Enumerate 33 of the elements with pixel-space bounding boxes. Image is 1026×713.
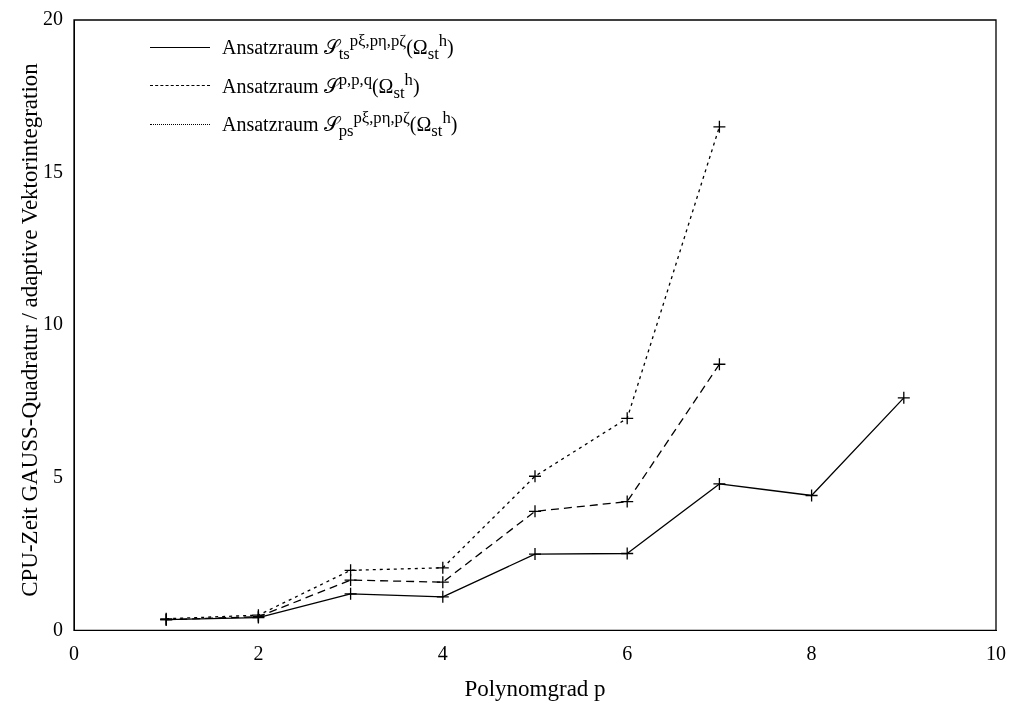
point (528, 504, 542, 519)
x-tick-label: 10 (986, 641, 1006, 664)
y-tick-label: 20 (43, 7, 63, 30)
point (343, 587, 358, 601)
y-tick-label: 15 (43, 159, 63, 182)
x-tick-label: 8 (806, 641, 817, 664)
point (343, 563, 358, 577)
x-axis-title: Polynomgrad p (464, 676, 606, 702)
point (712, 477, 727, 491)
y-tick-label: 5 (53, 465, 63, 488)
legend-label: Ansatzraum 𝒮$_{ps}$$^{pξ,pη,pζ}$(Ω$_{st}$$^{h}$) (222, 107, 458, 142)
point (343, 573, 358, 587)
point (436, 590, 450, 604)
legend-label: Ansatzraum 𝒮$^{p,p,q}$(Ω$_{st}$$^{h}$) (222, 68, 420, 104)
y-tick-label: 0 (53, 617, 63, 640)
y-axis-title: CPU-Zeit GAUSS-Quadratur / adaptive Vektorintegration (17, 63, 43, 597)
point (620, 546, 634, 561)
legend-label: Ansatzraum 𝒮$_{ts}$$^{pξ,pη,pζ}$(Ω$_{st}$$^{h}$) (222, 30, 454, 65)
point (528, 469, 542, 483)
x-tick-label: 2 (253, 641, 264, 664)
point (528, 547, 542, 561)
point (804, 488, 819, 503)
x-tick-label: 4 (437, 641, 448, 664)
point (712, 357, 727, 371)
x-tick-label: 6 (622, 641, 633, 664)
point (712, 120, 727, 134)
point (897, 391, 911, 405)
point (436, 561, 450, 575)
point (620, 494, 634, 509)
y-tick-label: 10 (43, 312, 63, 335)
x-tick-label: 0 (69, 641, 79, 664)
point (620, 411, 634, 425)
point (436, 575, 450, 589)
